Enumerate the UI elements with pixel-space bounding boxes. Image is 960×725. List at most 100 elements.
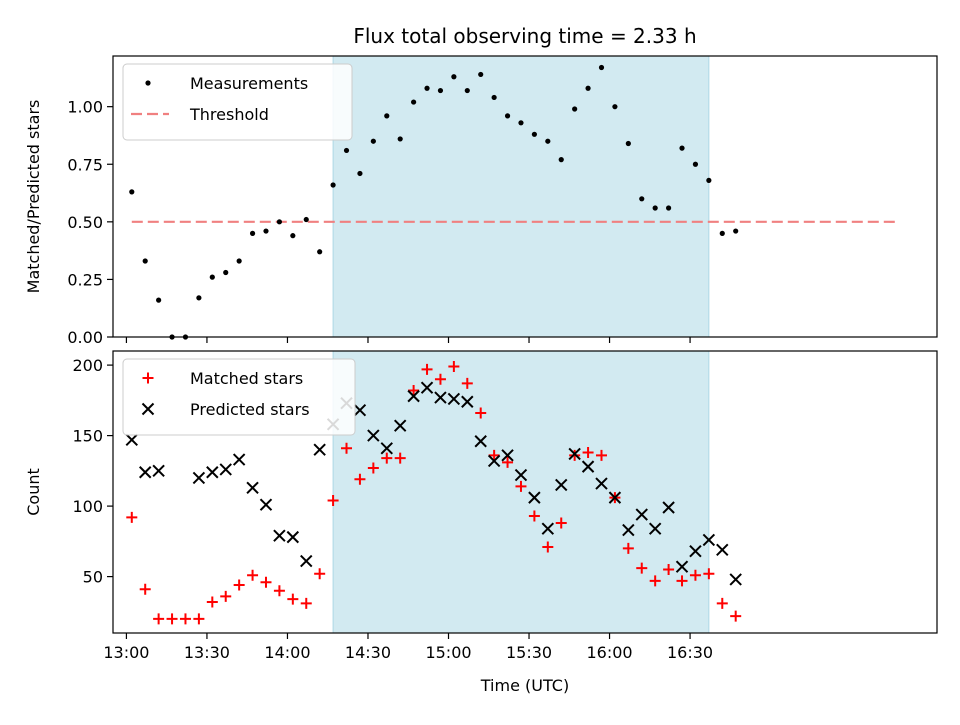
data-point <box>139 466 152 479</box>
data-point <box>665 205 672 211</box>
chart-title: Flux total observing time = 2.33 h <box>353 24 696 48</box>
y-tick-label: 1.00 <box>67 98 103 117</box>
data-point <box>354 473 366 485</box>
data-point <box>625 140 631 147</box>
data-point <box>233 579 245 591</box>
panel-2: 50 100 150 200 13:00 13:30 14:00 14:30 15:00 15:3… <box>24 350 938 695</box>
data-point <box>367 462 379 474</box>
data-point <box>636 562 648 574</box>
legend-label: Predicted stars <box>190 400 310 419</box>
data-point <box>343 147 350 154</box>
data-point <box>729 573 742 586</box>
data-point <box>703 568 715 580</box>
data-point <box>555 517 567 529</box>
data-point <box>236 258 242 264</box>
legend-marker <box>141 402 155 416</box>
legend-label: Matched stars <box>190 369 303 388</box>
data-point <box>649 575 661 587</box>
data-point <box>367 429 380 442</box>
data-point <box>397 136 403 142</box>
data-point <box>437 87 444 94</box>
data-point <box>502 456 514 468</box>
y-tick-label: 150 <box>72 427 103 446</box>
y-tick-label: 0.00 <box>67 328 103 347</box>
data-point <box>528 510 540 522</box>
data-point <box>706 177 712 183</box>
data-point <box>675 560 689 573</box>
data-point <box>259 498 273 511</box>
y-tick-label: 0.75 <box>67 155 103 174</box>
data-point <box>139 583 151 595</box>
data-point <box>327 494 339 506</box>
data-point <box>394 452 406 464</box>
data-point <box>317 249 323 255</box>
data-point <box>408 384 420 396</box>
data-point <box>448 361 460 373</box>
y-tick-label: 50 <box>83 568 103 587</box>
data-point <box>501 449 514 462</box>
data-point <box>353 404 367 417</box>
data-point <box>420 381 434 394</box>
data-point <box>598 64 605 71</box>
data-point <box>421 363 433 375</box>
data-point <box>662 501 675 514</box>
data-point <box>381 452 393 464</box>
data-point <box>676 575 688 587</box>
data-point <box>689 545 702 558</box>
data-point <box>303 216 309 223</box>
axes-frame <box>112 55 938 338</box>
data-point <box>716 543 729 557</box>
data-point <box>260 576 272 588</box>
data-point <box>733 228 739 234</box>
data-point <box>612 104 618 110</box>
y-axis-label: Count <box>24 468 43 516</box>
data-point <box>192 471 206 485</box>
data-point <box>380 442 393 455</box>
data-point <box>287 593 299 605</box>
data-point <box>679 145 685 151</box>
data-point <box>478 71 484 78</box>
data-point <box>528 491 541 504</box>
data-point <box>424 85 430 91</box>
data-point <box>541 522 555 535</box>
data-point <box>491 94 497 101</box>
data-point <box>384 113 390 119</box>
data-point <box>276 219 283 225</box>
y-tick-label: 0.50 <box>67 213 103 232</box>
data-point <box>461 395 474 408</box>
x-tick-label: 16:30 <box>667 643 713 662</box>
data-point <box>125 433 138 447</box>
data-point <box>247 569 259 581</box>
data-point <box>290 233 296 239</box>
data-point <box>474 435 487 448</box>
data-point <box>246 481 259 494</box>
data-point <box>648 522 662 535</box>
data-point <box>434 391 447 404</box>
legend: Measurements Threshold <box>122 63 353 141</box>
axes-frame <box>112 350 938 634</box>
data-point <box>220 590 232 602</box>
data-point <box>314 568 326 580</box>
data-point <box>300 597 312 609</box>
data-point <box>595 449 607 461</box>
data-point <box>464 87 470 94</box>
data-point <box>608 491 622 504</box>
data-point <box>152 464 165 478</box>
data-point <box>142 258 148 264</box>
data-point <box>663 564 675 576</box>
data-point <box>434 373 446 385</box>
data-point <box>166 613 178 625</box>
legend: Matched stars Predicted stars <box>122 358 356 436</box>
y-axis-label: Matched/Predicted stars <box>24 100 43 294</box>
data-point <box>475 407 487 419</box>
data-point <box>518 120 524 126</box>
x-tick-label: 15:00 <box>425 643 471 662</box>
data-point <box>129 189 135 195</box>
x-tick-label: 14:00 <box>264 643 310 662</box>
data-point <box>572 106 578 112</box>
legend-label: Threshold <box>189 105 269 124</box>
data-point <box>719 230 725 236</box>
x-tick-label: 15:30 <box>506 643 552 662</box>
legend-box <box>122 358 356 436</box>
